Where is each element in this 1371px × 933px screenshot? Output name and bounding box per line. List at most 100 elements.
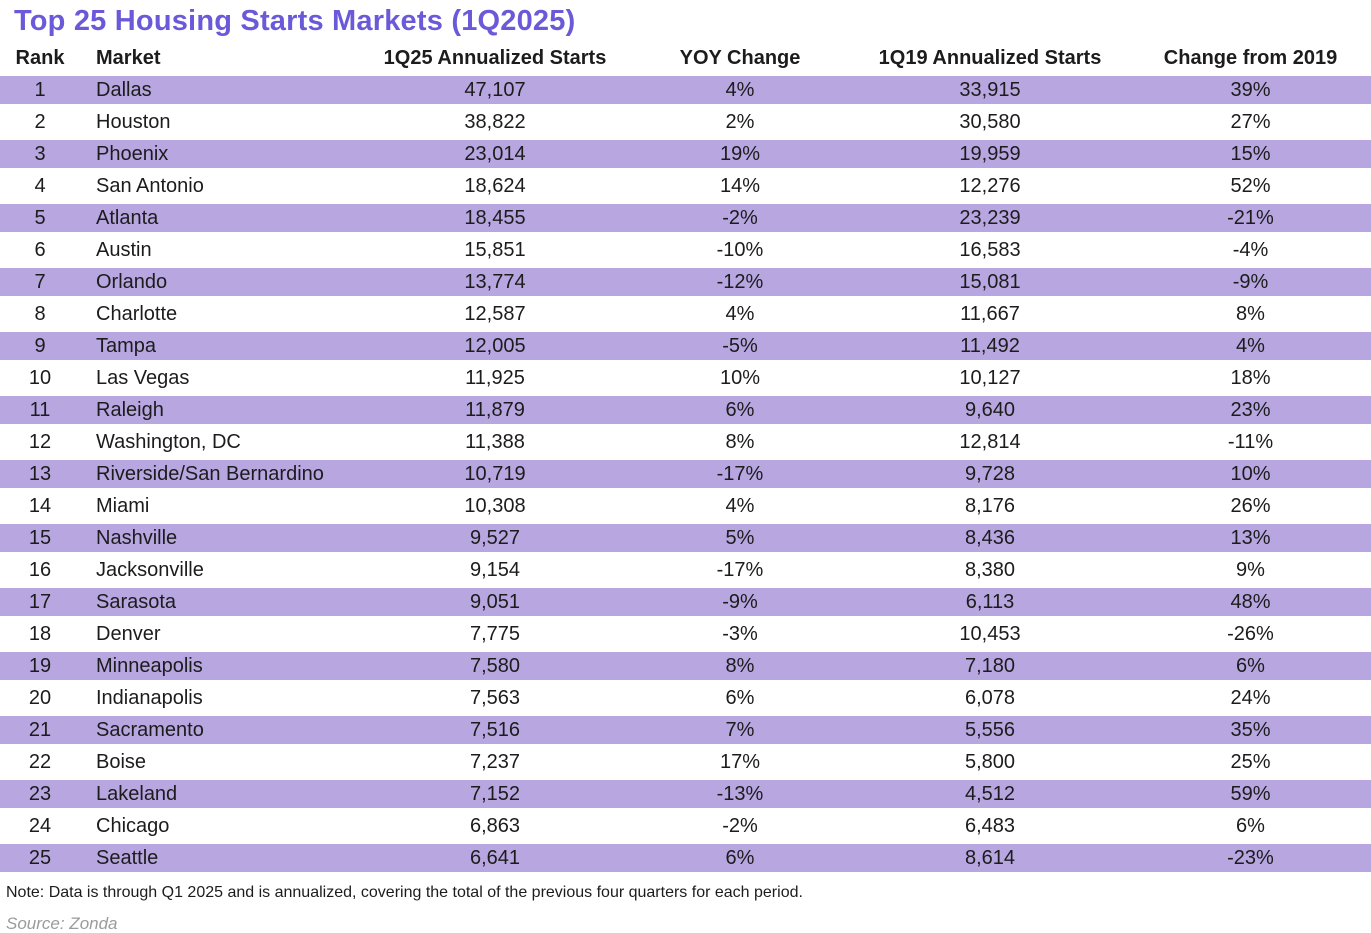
cell-market: Nashville [96, 526, 178, 549]
cell-1q19-starts: 9,728 [964, 462, 1016, 485]
cell-market: Miami [96, 494, 150, 517]
table-row: 14 Miami 10,308 4% 8,176 26% [0, 490, 1371, 522]
cell-1q25-starts: 7,563 [469, 686, 521, 709]
cell-change-2019: 52% [1230, 174, 1271, 197]
cell-change-2019: -11% [1227, 430, 1274, 453]
cell-rank: 13 [28, 462, 52, 485]
table-header-row: Rank Market 1Q25 Annualized Starts YOY C… [0, 42, 1371, 74]
cell-1q25-starts: 12,005 [464, 334, 526, 357]
cell-1q19-starts: 6,078 [964, 686, 1016, 709]
cell-rank: 22 [28, 750, 52, 773]
cell-1q25-starts: 11,879 [465, 398, 525, 421]
cell-rank: 18 [28, 622, 52, 645]
cell-rank: 25 [28, 846, 52, 869]
cell-yoy-change: 8% [725, 654, 755, 677]
cell-rank: 1 [34, 78, 46, 101]
cell-market: Chicago [96, 814, 170, 837]
table-row: 4 San Antonio 18,624 14% 12,276 52% [0, 170, 1371, 202]
cell-yoy-change: 2% [725, 110, 755, 133]
cell-rank: 5 [34, 206, 46, 229]
cell-change-2019: 10% [1230, 462, 1271, 485]
cell-change-2019: 15% [1230, 142, 1271, 165]
cell-rank: 3 [34, 142, 46, 165]
column-header-change-2019: Change from 2019 [1163, 46, 1338, 69]
cell-yoy-change: 4% [725, 302, 755, 325]
cell-1q19-starts: 12,276 [959, 174, 1021, 197]
cell-1q25-starts: 12,587 [464, 302, 526, 325]
cell-market: Atlanta [96, 206, 159, 229]
cell-market: Riverside/San Bernardino [96, 462, 324, 485]
cell-rank: 24 [28, 814, 52, 837]
cell-market: Las Vegas [96, 366, 190, 389]
cell-yoy-change: 5% [725, 526, 755, 549]
cell-change-2019: 25% [1230, 750, 1271, 773]
cell-rank: 2 [34, 110, 46, 133]
table-row: 15 Nashville 9,527 5% 8,436 13% [0, 522, 1371, 554]
cell-change-2019: 24% [1230, 686, 1271, 709]
cell-change-2019: 35% [1230, 718, 1271, 741]
cell-market: Phoenix [96, 142, 169, 165]
cell-1q19-starts: 10,453 [959, 622, 1021, 645]
cell-rank: 8 [34, 302, 46, 325]
cell-rank: 6 [34, 238, 46, 261]
cell-1q25-starts: 7,152 [469, 782, 521, 805]
cell-market: Denver [96, 622, 161, 645]
cell-yoy-change: 17% [719, 750, 761, 773]
cell-market: Houston [96, 110, 171, 133]
cell-rank: 20 [28, 686, 52, 709]
cell-1q25-starts: 11,388 [465, 430, 525, 453]
cell-rank: 19 [28, 654, 52, 677]
cell-1q25-starts: 47,107 [464, 78, 526, 101]
cell-market: Sacramento [96, 718, 204, 741]
cell-1q25-starts: 7,775 [469, 622, 521, 645]
cell-change-2019: 48% [1230, 590, 1271, 613]
cell-rank: 11 [29, 398, 51, 421]
cell-1q19-starts: 6,113 [965, 590, 1015, 613]
cell-market: San Antonio [96, 174, 204, 197]
cell-1q25-starts: 38,822 [464, 110, 526, 133]
table-row: 12 Washington, DC 11,388 8% 12,814 -11% [0, 426, 1371, 458]
cell-1q19-starts: 8,380 [964, 558, 1016, 581]
table-row: 10 Las Vegas 11,925 10% 10,127 18% [0, 362, 1371, 394]
table-row: 6 Austin 15,851 -10% 16,583 -4% [0, 234, 1371, 266]
cell-1q19-starts: 7,180 [964, 654, 1016, 677]
cell-1q19-starts: 8,614 [964, 846, 1016, 869]
cell-1q19-starts: 9,640 [964, 398, 1016, 421]
cell-change-2019: 23% [1230, 398, 1271, 421]
table-row: 5 Atlanta 18,455 -2% 23,239 -21% [0, 202, 1371, 234]
cell-rank: 9 [34, 334, 46, 357]
cell-1q19-starts: 15,081 [959, 270, 1021, 293]
cell-rank: 21 [28, 718, 52, 741]
column-header-1q19-starts: 1Q19 Annualized Starts [878, 46, 1102, 69]
cell-rank: 23 [28, 782, 52, 805]
cell-1q19-starts: 16,583 [959, 238, 1021, 261]
cell-1q19-starts: 33,915 [959, 78, 1021, 101]
table-row: 2 Houston 38,822 2% 30,580 27% [0, 106, 1371, 138]
cell-1q19-starts: 10,127 [959, 366, 1021, 389]
cell-change-2019: -9% [1232, 270, 1269, 293]
cell-change-2019: -4% [1232, 238, 1269, 261]
cell-market: Jacksonville [96, 558, 204, 581]
column-header-market: Market [96, 46, 161, 69]
column-header-1q25-starts: 1Q25 Annualized Starts [383, 46, 607, 69]
cell-yoy-change: -2% [722, 814, 758, 837]
cell-change-2019: 13% [1230, 526, 1271, 549]
cell-1q19-starts: 12,814 [959, 430, 1021, 453]
cell-yoy-change: 8% [725, 430, 755, 453]
cell-rank: 15 [28, 526, 52, 549]
cell-1q25-starts: 11,925 [465, 366, 525, 389]
housing-starts-table: Rank Market 1Q25 Annualized Starts YOY C… [0, 42, 1371, 874]
cell-yoy-change: -3% [722, 622, 758, 645]
cell-1q19-starts: 4,512 [964, 782, 1016, 805]
cell-yoy-change: -17% [716, 462, 764, 485]
table-row: 13 Riverside/San Bernardino 10,719 -17% 9,72… [0, 458, 1371, 490]
footnote: Note: Data is through Q1 2025 and is ann… [6, 884, 803, 901]
cell-market: Sarasota [96, 590, 177, 613]
table-row: 20 Indianapolis 7,563 6% 6,078 24% [0, 682, 1371, 714]
cell-yoy-change: -10% [716, 238, 764, 261]
cell-market: Minneapolis [96, 654, 203, 677]
cell-1q25-starts: 10,719 [464, 462, 526, 485]
cell-change-2019: 39% [1230, 78, 1271, 101]
cell-market: Seattle [96, 846, 159, 869]
cell-1q25-starts: 15,851 [464, 238, 526, 261]
